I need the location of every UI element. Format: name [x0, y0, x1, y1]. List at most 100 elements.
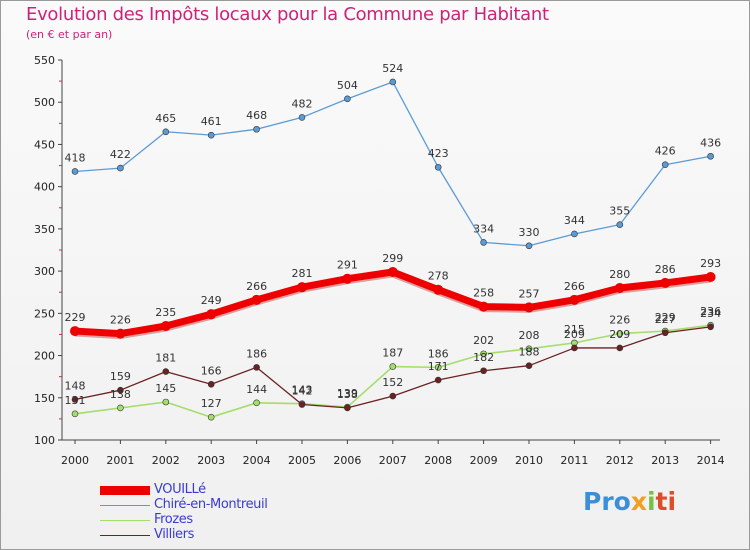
- x-tick-label: 2006: [333, 454, 361, 467]
- data-point: [524, 302, 534, 313]
- x-tick-label: 2008: [424, 454, 452, 467]
- data-point: [297, 282, 307, 293]
- data-label: 138: [337, 388, 358, 401]
- data-point: [298, 114, 306, 121]
- data-label: 187: [382, 347, 403, 360]
- x-tick-label: 2003: [197, 454, 225, 467]
- data-point: [207, 131, 215, 139]
- data-point: [660, 277, 671, 288]
- data-label: 171: [428, 360, 449, 373]
- data-label: 159: [110, 370, 131, 383]
- y-tick-label: 450: [34, 138, 55, 151]
- data-label: 166: [201, 364, 222, 377]
- data-point: [434, 163, 442, 171]
- data-label: 278: [428, 270, 449, 283]
- data-label: 143: [292, 384, 313, 397]
- data-label: 234: [700, 307, 721, 320]
- x-tick-label: 2013: [651, 454, 679, 467]
- data-label: 418: [65, 151, 86, 164]
- data-label: 186: [428, 347, 449, 360]
- data-label: 236: [700, 305, 721, 318]
- data-point: [434, 364, 442, 371]
- data-point: [344, 404, 351, 412]
- data-point: [480, 350, 487, 358]
- data-point: [480, 239, 487, 246]
- data-point: [661, 329, 669, 337]
- data-point: [707, 152, 714, 160]
- data-point: [661, 161, 669, 169]
- data-label: 152: [382, 376, 403, 389]
- series-line-1: [74, 81, 712, 247]
- legend-label: Villiers: [154, 527, 194, 542]
- y-tick-label: 250: [34, 307, 55, 320]
- data-point: [251, 294, 262, 305]
- data-label: 422: [110, 148, 131, 161]
- data-label: 468: [246, 109, 267, 122]
- x-tick-label: 2009: [470, 454, 498, 467]
- logo-part: ti: [655, 487, 677, 516]
- data-point: [115, 328, 126, 339]
- data-point: [253, 399, 260, 407]
- data-label: 188: [519, 346, 540, 359]
- data-point: [162, 398, 170, 406]
- data-point: [117, 404, 124, 412]
- data-point: [344, 95, 351, 103]
- data-label: 293: [700, 257, 721, 270]
- chart-subtitle: (en € et par an): [26, 28, 113, 41]
- data-point: [707, 323, 714, 331]
- data-label: 436: [700, 136, 721, 149]
- data-label: 281: [292, 267, 313, 280]
- data-label: 266: [564, 280, 585, 293]
- y-tick-label: 550: [34, 54, 55, 67]
- x-tick-label: 2005: [288, 454, 316, 467]
- x-tick-label: 2007: [379, 454, 407, 467]
- x-tick-label: 2011: [560, 454, 588, 467]
- y-tick-label: 150: [34, 392, 55, 405]
- data-point: [162, 128, 170, 136]
- legend-swatch: [100, 519, 150, 522]
- y-tick-label: 500: [34, 96, 55, 109]
- data-label: 131: [65, 394, 86, 407]
- data-label: 257: [519, 287, 540, 300]
- data-label: 266: [246, 280, 267, 293]
- y-tick-label: 300: [34, 265, 55, 278]
- data-label: 465: [155, 112, 176, 125]
- data-point: [160, 321, 171, 331]
- data-point: [433, 284, 444, 295]
- data-point: [387, 266, 398, 277]
- data-label: 144: [246, 383, 267, 396]
- data-label: 202: [473, 334, 494, 347]
- data-point: [162, 368, 170, 375]
- data-point: [207, 380, 215, 388]
- data-label: 138: [110, 388, 131, 401]
- data-point: [389, 78, 397, 86]
- data-point: [298, 401, 306, 408]
- logo-part: i: [646, 487, 656, 516]
- data-label: 208: [519, 329, 540, 342]
- chart-title: Evolution des Impôts locaux pour la Comm…: [26, 4, 549, 25]
- y-tick-label: 100: [34, 434, 55, 447]
- x-tick-label: 2014: [697, 454, 725, 467]
- data-label: 229: [65, 311, 86, 324]
- x-tick-label: 2012: [606, 454, 634, 467]
- data-label: 258: [473, 287, 494, 300]
- data-label: 426: [655, 145, 676, 158]
- data-point: [614, 283, 625, 293]
- data-point: [71, 396, 79, 403]
- data-label: 148: [65, 379, 86, 392]
- data-label: 330: [519, 226, 540, 239]
- x-tick-label: 2004: [243, 454, 271, 467]
- data-point: [117, 386, 124, 394]
- data-point: [571, 230, 578, 238]
- legend-label: Chiré-en-Montreuil: [154, 497, 268, 512]
- data-label: 139: [337, 387, 358, 400]
- data-label: 504: [337, 79, 358, 92]
- data-label: 226: [110, 314, 131, 327]
- data-label: 280: [609, 268, 630, 281]
- data-label: 145: [155, 382, 176, 395]
- data-point: [117, 164, 124, 172]
- data-label: 286: [655, 263, 676, 276]
- data-point: [434, 376, 442, 384]
- data-point: [525, 345, 533, 353]
